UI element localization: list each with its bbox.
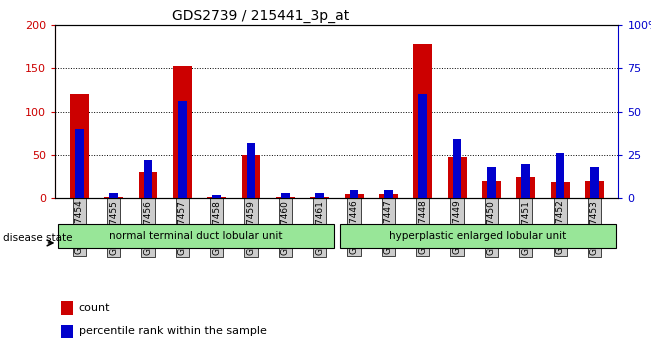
- Bar: [590, 167, 599, 198]
- Bar: [173, 67, 192, 198]
- Bar: [61, 301, 74, 315]
- Text: disease state: disease state: [3, 233, 73, 243]
- Bar: [316, 193, 324, 198]
- Bar: [413, 44, 432, 198]
- Bar: [104, 196, 123, 198]
- FancyBboxPatch shape: [340, 224, 616, 248]
- Bar: [521, 164, 530, 198]
- Text: hyperplastic enlarged lobular unit: hyperplastic enlarged lobular unit: [389, 231, 566, 241]
- Bar: [242, 155, 260, 198]
- Bar: [109, 193, 118, 198]
- Bar: [276, 196, 295, 198]
- Bar: [448, 158, 467, 198]
- Bar: [247, 143, 255, 198]
- Bar: [61, 325, 74, 338]
- Bar: [344, 194, 363, 198]
- Bar: [487, 167, 495, 198]
- Bar: [482, 181, 501, 198]
- Bar: [178, 101, 187, 198]
- Bar: [281, 193, 290, 198]
- Bar: [350, 190, 358, 198]
- Text: count: count: [79, 303, 111, 313]
- Bar: [75, 129, 84, 198]
- Bar: [207, 196, 226, 198]
- Bar: [556, 153, 564, 198]
- Bar: [384, 190, 393, 198]
- Bar: [212, 195, 221, 198]
- Text: GDS2739 / 215441_3p_at: GDS2739 / 215441_3p_at: [172, 9, 349, 23]
- Bar: [551, 182, 570, 198]
- FancyBboxPatch shape: [58, 224, 334, 248]
- Bar: [419, 94, 427, 198]
- Bar: [379, 194, 398, 198]
- Bar: [311, 196, 329, 198]
- Text: percentile rank within the sample: percentile rank within the sample: [79, 326, 267, 337]
- Bar: [453, 139, 462, 198]
- Text: normal terminal duct lobular unit: normal terminal duct lobular unit: [109, 231, 283, 241]
- Bar: [144, 160, 152, 198]
- Bar: [516, 177, 535, 198]
- Bar: [70, 94, 89, 198]
- Bar: [139, 172, 158, 198]
- Bar: [585, 181, 604, 198]
